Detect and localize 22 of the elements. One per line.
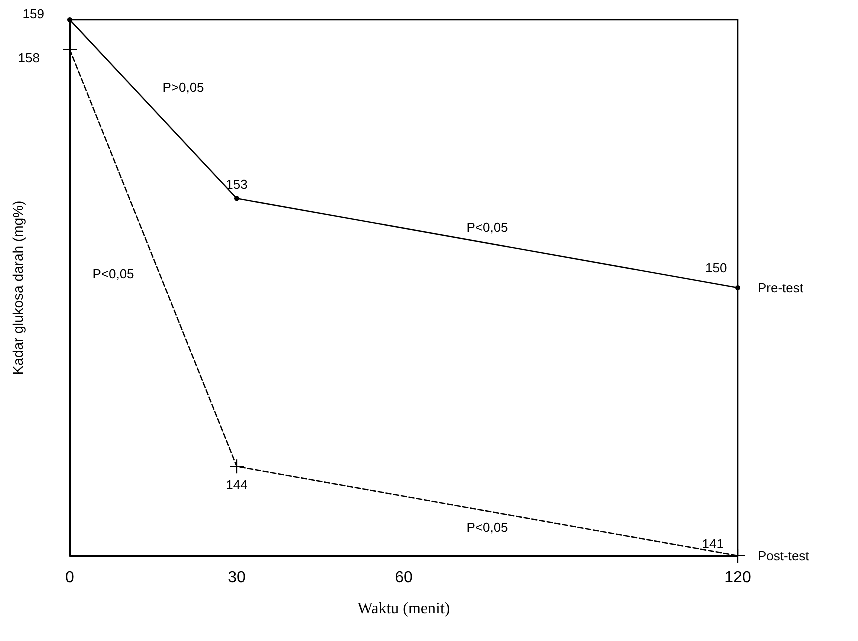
data-label: 153 — [226, 177, 248, 192]
y-axis-title: Kadar glukosa darah (mg%) — [10, 200, 26, 376]
x-tick-label: 60 — [395, 570, 413, 586]
annotation: P<0,05 — [466, 520, 508, 535]
point — [736, 286, 740, 290]
series-label: Post-test — [758, 548, 810, 564]
x-tick-label: 120 — [724, 570, 752, 586]
data-label: 158 — [18, 50, 40, 66]
x-axis-title: Waktu (menit) — [358, 600, 450, 618]
annotation: P<0,05 — [92, 266, 134, 282]
point — [63, 42, 77, 57]
point — [234, 196, 240, 202]
data-label: 144 — [226, 478, 248, 493]
annotation: P>0,05 — [162, 80, 204, 95]
series-label: Pre-test — [758, 280, 804, 296]
data-label: 150 — [706, 260, 728, 276]
x-tick-label: 30 — [228, 570, 246, 586]
data-label: 159 — [22, 6, 44, 22]
x-tick-label: 0 — [66, 570, 75, 586]
annotation: P<0,05 — [466, 220, 508, 235]
data-label: 141 — [702, 536, 724, 552]
point — [68, 18, 72, 22]
